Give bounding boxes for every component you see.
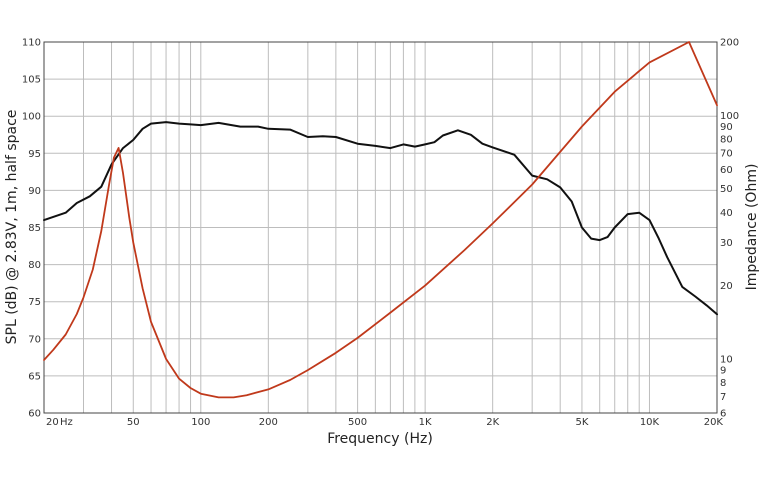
series-layer: [43, 41, 718, 399]
y2-tick-label: 70: [720, 149, 733, 160]
x-tick-label: 200: [259, 417, 278, 428]
y-tick-label: 90: [28, 186, 41, 197]
y-tick-label: 75: [28, 297, 41, 308]
x-tick-label: 100: [191, 417, 210, 428]
y-tick-label: 85: [28, 223, 41, 234]
y-tick-label: 105: [22, 75, 41, 86]
y-tick-label: 70: [28, 334, 41, 345]
x-axis-title: Frequency (Hz): [327, 431, 433, 447]
y2-tick-label: 10: [720, 354, 733, 365]
y2-tick-label: 60: [720, 165, 733, 176]
y-tick-label: 65: [28, 371, 41, 382]
y2-tick-label: 40: [720, 208, 733, 219]
y2-tick-label: 8: [720, 378, 726, 389]
x-tick-label: 20K: [704, 417, 724, 428]
x-tick-label: 50: [127, 417, 140, 428]
spl-curve: [43, 121, 718, 316]
y2-tick-label: 100: [720, 111, 739, 122]
y-tick-label: 110: [22, 38, 41, 49]
x-tick-label: 1K: [419, 417, 432, 428]
y2-tick-label: 80: [720, 134, 733, 145]
y2-tick-label: 30: [720, 238, 733, 249]
y2-tick-label: 7: [720, 392, 726, 403]
y2-tick-label: 9: [720, 366, 726, 377]
x-tick-label: 10K: [640, 417, 660, 428]
impedance-curve: [43, 41, 718, 399]
x-tick-label: 5K: [575, 417, 588, 428]
y2-tick-label: 6: [720, 409, 726, 420]
y2-tick-label: 20: [720, 281, 733, 292]
y-tick-labels: 60 65 70 75 80 85 90 95 100 105 110: [22, 38, 41, 420]
y-tick-label: 60: [28, 409, 41, 420]
plot-frame: [43, 41, 718, 414]
y-tick-label: 100: [22, 112, 41, 123]
x-tick-label: 20: [46, 417, 59, 428]
y2-tick-label: 200: [720, 38, 739, 49]
x-tick-label: Hz: [60, 417, 73, 428]
y-axis-title: SPL (dB) @ 2.83V, 1m, half space: [4, 110, 20, 345]
x-tick-label: 500: [348, 417, 367, 428]
chart-grid: [44, 42, 717, 413]
x-tick-label: 2K: [486, 417, 499, 428]
y2-axis-title: Impedance (Ohm): [744, 164, 760, 291]
x-tick-labels: 20 Hz 50 100 200 500 1K 2K 5K 10K 20K: [46, 417, 723, 428]
y-tick-label: 80: [28, 260, 41, 271]
y-tick-label: 95: [28, 149, 41, 160]
y2-tick-label: 50: [720, 184, 733, 195]
y2-tick-label: 90: [720, 122, 733, 133]
